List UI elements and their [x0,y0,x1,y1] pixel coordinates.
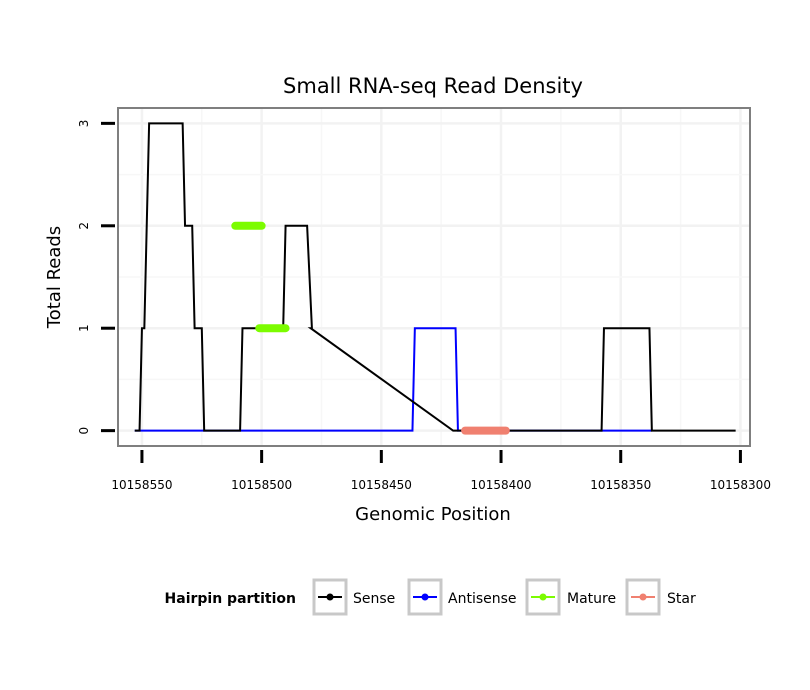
legend-title: Hairpin partition [165,591,296,607]
chart-title: Small RNA-seq Read Density [283,74,583,98]
legend-dot-sense [326,593,334,601]
legend: Hairpin partition Sense Antisense Mature… [165,578,696,616]
legend-dot-mature [539,593,547,601]
x-tick-label: 10158350 [590,478,651,492]
y-tick-label: 3 [77,120,91,128]
x-tick-label: 10158550 [111,478,172,492]
x-tick-label: 10158450 [351,478,412,492]
legend-item-antisense: Antisense [407,578,517,616]
x-tick-label: 10158400 [470,478,531,492]
legend-item-star: Star [625,578,696,616]
legend-label-mature: Mature [567,591,616,607]
series-line-sense [134,122,736,432]
legend-dot-star [639,593,647,601]
y-tick-label: 1 [77,324,91,332]
legend-item-mature: Mature [525,578,616,616]
legend-label-star: Star [667,591,696,607]
x-tick-label: 10158500 [231,478,292,492]
y-tick-label: 2 [77,222,91,230]
x-axis-label: Genomic Position [355,504,511,525]
legend-label-sense: Sense [353,591,395,607]
x-axis: 10158550 10158500 10158450 10158400 10158350… [111,450,771,492]
x-tick-label: 10158300 [710,478,771,492]
y-tick-label: 0 [77,427,91,435]
legend-label-antisense: Antisense [448,591,517,607]
plot-border [117,107,751,447]
legend-dot-antisense [421,593,429,601]
series-layer [134,122,736,435]
legend-item-sense: Sense [312,578,395,616]
y-axis-label: Total Reads [44,226,65,329]
y-axis: 0 1 2 3 [77,120,115,435]
